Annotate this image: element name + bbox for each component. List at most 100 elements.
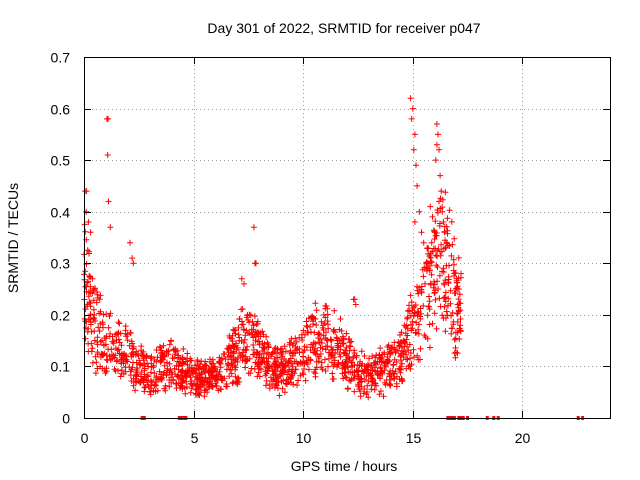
data-point bbox=[404, 325, 411, 332]
data-point bbox=[171, 355, 178, 362]
data-point bbox=[244, 343, 251, 350]
data-point bbox=[143, 353, 150, 360]
data-point bbox=[94, 291, 101, 298]
data-point bbox=[85, 340, 92, 347]
data-point bbox=[82, 228, 89, 235]
data-point bbox=[411, 303, 418, 310]
outlier-point bbox=[413, 162, 419, 169]
data-point bbox=[247, 370, 254, 377]
data-point bbox=[153, 382, 160, 389]
data-point bbox=[179, 361, 186, 368]
data-point bbox=[273, 350, 280, 357]
data-point bbox=[445, 276, 452, 283]
data-point bbox=[434, 247, 441, 254]
data-point bbox=[107, 310, 114, 317]
data-point bbox=[175, 366, 182, 373]
x-tick-label: 15 bbox=[406, 430, 422, 446]
data-point bbox=[88, 348, 95, 355]
data-point bbox=[360, 390, 367, 397]
data-point bbox=[417, 356, 423, 363]
data-point bbox=[322, 343, 329, 350]
outlier-point bbox=[453, 275, 460, 282]
data-point bbox=[318, 340, 325, 346]
data-point bbox=[344, 385, 351, 392]
data-point bbox=[188, 364, 195, 371]
data-point bbox=[117, 373, 124, 380]
data-point bbox=[132, 351, 139, 358]
data-point bbox=[129, 364, 136, 371]
data-point bbox=[198, 370, 205, 377]
data-point bbox=[273, 382, 280, 389]
data-point bbox=[425, 303, 432, 310]
data-point bbox=[85, 278, 91, 285]
data-point bbox=[272, 375, 279, 382]
data-point bbox=[331, 307, 338, 314]
data-point bbox=[322, 314, 329, 321]
data-point bbox=[343, 350, 350, 357]
data-point bbox=[90, 306, 97, 313]
data-point bbox=[408, 327, 415, 334]
data-point bbox=[193, 370, 200, 377]
data-point bbox=[174, 347, 181, 354]
data-point bbox=[82, 324, 89, 331]
data-point bbox=[291, 370, 298, 377]
data-point bbox=[444, 215, 451, 222]
data-point bbox=[393, 380, 400, 387]
outlier-point bbox=[416, 208, 423, 215]
data-point bbox=[311, 369, 318, 375]
y-tick-label: 0.3 bbox=[51, 256, 71, 272]
data-point bbox=[120, 351, 126, 358]
data-point bbox=[231, 327, 238, 334]
data-point bbox=[432, 232, 439, 239]
data-point bbox=[418, 310, 424, 317]
data-point bbox=[452, 354, 459, 361]
data-point bbox=[403, 336, 410, 343]
data-point bbox=[439, 268, 446, 275]
data-point bbox=[399, 360, 405, 367]
outlier-point bbox=[427, 203, 434, 210]
y-tick-label: 0.2 bbox=[51, 308, 71, 324]
data-point bbox=[234, 381, 241, 388]
data-point bbox=[296, 349, 303, 356]
data-point bbox=[258, 366, 264, 373]
data-point bbox=[342, 359, 349, 366]
data-point bbox=[367, 362, 373, 369]
data-point bbox=[263, 370, 270, 377]
data-point bbox=[406, 302, 412, 309]
data-point bbox=[94, 351, 101, 358]
data-point bbox=[202, 374, 209, 381]
data-point bbox=[92, 318, 99, 324]
data-point bbox=[358, 348, 365, 355]
data-point bbox=[239, 306, 246, 313]
data-point bbox=[397, 363, 404, 370]
data-point bbox=[253, 331, 260, 338]
data-point bbox=[148, 360, 155, 367]
data-point bbox=[139, 376, 145, 383]
outlier-point bbox=[253, 260, 259, 267]
data-point bbox=[99, 337, 105, 344]
data-point bbox=[221, 351, 228, 358]
outlier-point bbox=[409, 105, 416, 112]
data-point bbox=[257, 329, 264, 336]
data-point bbox=[105, 324, 112, 331]
outlier-point bbox=[105, 115, 112, 122]
data-point bbox=[106, 313, 113, 320]
data-point bbox=[274, 385, 281, 392]
data-point bbox=[457, 300, 464, 307]
data-point bbox=[384, 344, 391, 350]
data-point bbox=[133, 359, 140, 366]
data-point bbox=[399, 348, 406, 355]
data-point bbox=[196, 376, 203, 383]
data-point bbox=[425, 250, 432, 257]
data-point bbox=[149, 379, 155, 386]
data-point bbox=[446, 262, 453, 269]
data-point bbox=[187, 389, 194, 396]
data-point bbox=[184, 350, 191, 357]
data-point bbox=[418, 288, 425, 295]
outlier-point bbox=[420, 239, 427, 246]
data-point bbox=[256, 365, 263, 372]
data-point bbox=[166, 360, 173, 367]
data-point bbox=[180, 346, 187, 352]
data-point bbox=[102, 341, 109, 348]
